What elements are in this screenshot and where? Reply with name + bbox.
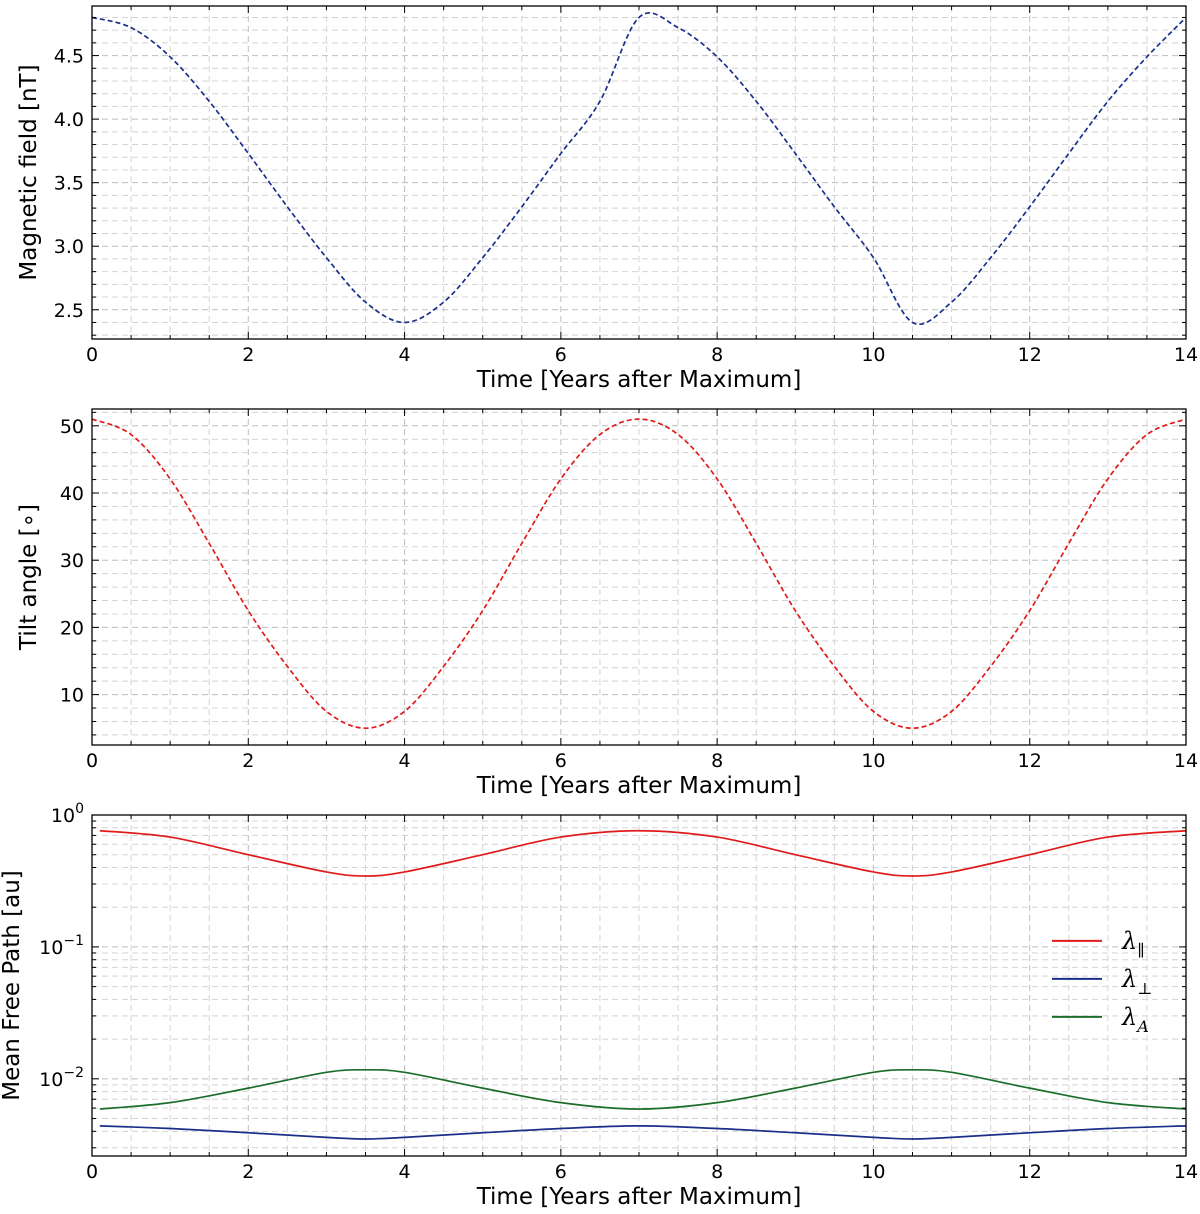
x-tick-label: 12 <box>1018 750 1042 772</box>
x-tick-label: 10 <box>861 1161 885 1183</box>
x-tick-label: 2 <box>242 344 254 366</box>
x-tick-label: 10 <box>861 750 885 772</box>
panel-magnetic-field: 0 2 4 6 8 10 12 14 2.5 3.0 3.5 4.0 4.5 Time [Years af… <box>16 5 1198 393</box>
x-tick-label: 14 <box>1174 1161 1198 1183</box>
legend-label-0: λ∥ <box>1121 927 1145 960</box>
x-axis-label: Time [Years after Maximum] <box>476 1184 802 1210</box>
series-group <box>91 12 1187 326</box>
series-line-1 <box>99 1125 1187 1140</box>
x-axis-label: Time [Years after Maximum] <box>476 367 802 393</box>
series-line-2 <box>99 1068 1187 1110</box>
y-tick-label: 30 <box>60 550 84 572</box>
legend-label-2: λA <box>1121 1003 1149 1036</box>
x-axis-label: Time [Years after Maximum] <box>476 773 802 799</box>
x-tick-label: 0 <box>86 1161 98 1183</box>
y-tick-label: 40 <box>60 483 84 505</box>
x-tick-label: 12 <box>1018 344 1042 366</box>
grid <box>91 409 1187 745</box>
y-tick-label: 4.0 <box>54 109 84 131</box>
series-group <box>91 418 1187 730</box>
y-tick-label: 3.5 <box>54 173 84 195</box>
grid <box>91 814 1187 1156</box>
series-group <box>99 829 1187 1140</box>
y-tick-label: 3.0 <box>54 236 84 258</box>
y-axis-label: Tilt angle [∘] <box>16 504 42 651</box>
ticks <box>91 409 1187 745</box>
panel-mean-free-path: 0 2 4 6 8 10 12 14 10−2 10−1 100 Time [Years after … <box>0 801 1198 1210</box>
series-line-0 <box>99 829 1187 877</box>
x-tick-label: 8 <box>711 344 723 366</box>
x-tick-label: 2 <box>242 750 254 772</box>
y-tick-label: 20 <box>60 617 84 639</box>
x-tick-label: 0 <box>86 750 98 772</box>
x-tick-label: 6 <box>555 344 567 366</box>
x-tick-label: 14 <box>1174 750 1198 772</box>
grid <box>91 6 1187 339</box>
x-tick-label: 8 <box>711 1161 723 1183</box>
x-tick-label: 4 <box>399 750 411 772</box>
x-tick-label: 12 <box>1018 1161 1042 1183</box>
x-tick-label: 14 <box>1174 344 1198 366</box>
y-axis-label: Magnetic field [nT] <box>16 64 42 280</box>
series-line-0 <box>91 418 1187 730</box>
y-tick-label: 50 <box>60 416 84 438</box>
y-tick-label: 100 <box>51 801 84 827</box>
y-tick-label: 10 <box>60 685 84 707</box>
ticks <box>91 6 1187 339</box>
panel-tilt-angle: 0 2 4 6 8 10 12 14 10 20 30 40 50 Time [Years after M… <box>16 408 1198 799</box>
legend-label-1: λ⊥ <box>1121 965 1152 998</box>
y-tick-label: 10−2 <box>39 1065 84 1091</box>
series-line-0 <box>91 12 1187 326</box>
y-tick-label: 4.5 <box>54 46 84 68</box>
x-tick-label: 0 <box>86 344 98 366</box>
legend: λ∥ λ⊥ λA <box>1052 927 1152 1036</box>
x-tick-label: 8 <box>711 750 723 772</box>
x-tick-label: 6 <box>555 750 567 772</box>
y-axis-label: Mean Free Path [au] <box>0 870 25 1101</box>
ticks <box>91 814 1187 1156</box>
y-tick-label: 2.5 <box>54 300 84 322</box>
x-tick-label: 4 <box>399 344 411 366</box>
x-tick-label: 2 <box>242 1161 254 1183</box>
y-tick-label: 10−1 <box>39 933 84 959</box>
x-tick-label: 10 <box>861 344 885 366</box>
x-tick-label: 4 <box>399 1161 411 1183</box>
x-tick-label: 6 <box>555 1161 567 1183</box>
